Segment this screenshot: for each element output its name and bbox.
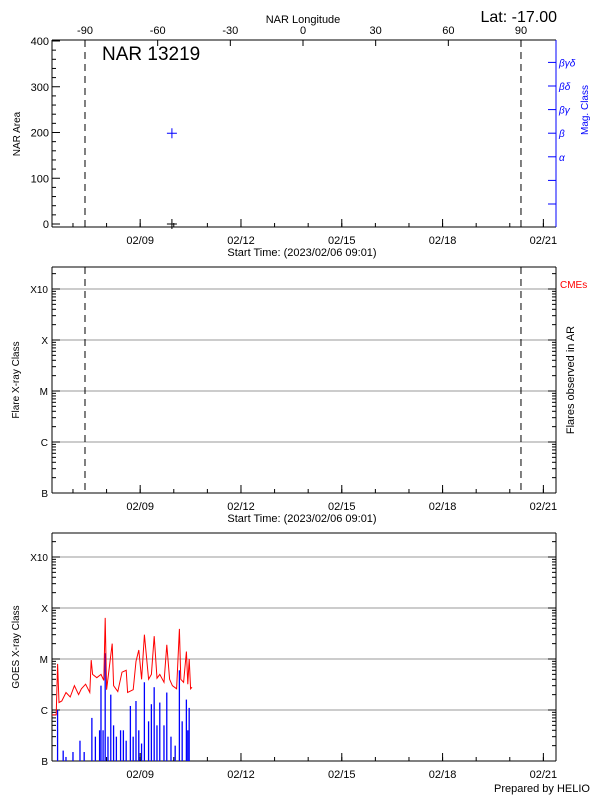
x-axis-title: Start Time: (2023/02/06 09:01) xyxy=(227,513,376,525)
x-tick-label: 02/09 xyxy=(126,235,154,247)
y-tick-label: X xyxy=(41,336,48,347)
goes-long-line xyxy=(52,617,193,716)
y-tick-label: B xyxy=(41,489,48,500)
y-tick-label: 300 xyxy=(31,82,49,94)
top-x-tick-label: -90 xyxy=(77,25,93,37)
footer-credit: Prepared by HELIO xyxy=(494,783,590,795)
y-tick-label: X10 xyxy=(30,285,48,296)
x-tick-label: 02/18 xyxy=(429,501,457,513)
x-tick-label: 02/18 xyxy=(429,235,457,247)
top-x-tick-label: -60 xyxy=(150,25,166,37)
x-tick-label: 02/15 xyxy=(328,769,356,781)
x-tick-label: 02/12 xyxy=(227,501,255,513)
y2-axis-title: Mag. Class xyxy=(580,85,591,135)
area-data-point xyxy=(166,219,177,229)
y-tick-label: 400 xyxy=(31,36,49,48)
y-axis-title: NAR Area xyxy=(12,111,23,156)
mag-class-label: βδ xyxy=(558,82,571,93)
x-tick-label: 02/21 xyxy=(530,769,558,781)
y-tick-label: 200 xyxy=(31,128,49,140)
mag-class-label: α xyxy=(559,153,565,164)
x-tick-label: 02/12 xyxy=(227,769,255,781)
x-tick-label: 02/18 xyxy=(429,769,457,781)
y-tick-label: X xyxy=(41,604,48,615)
y-axis-title: GOES X-ray Class xyxy=(11,605,22,688)
top-x-tick-label: 60 xyxy=(442,25,454,37)
top-x-tick-label: -30 xyxy=(222,25,238,37)
cme-legend-label: CMEs xyxy=(560,280,587,291)
mag-class-label: βγδ xyxy=(558,58,576,69)
y-tick-label: M xyxy=(40,387,48,398)
x-tick-label: 02/21 xyxy=(530,501,558,513)
region-title: NAR 13219 xyxy=(102,44,200,65)
top-x-axis-title: NAR Longitude xyxy=(266,14,341,26)
y-tick-label: C xyxy=(41,706,48,717)
x-axis-title: Start Time: (2023/02/06 09:01) xyxy=(227,247,376,259)
mag-class-label: βγ xyxy=(558,106,571,117)
y-tick-label: B xyxy=(41,757,48,768)
x-tick-label: 02/09 xyxy=(126,769,154,781)
x-tick-label: 02/15 xyxy=(328,235,356,247)
flare-class-panel: B C M X X10 Flare X-ray Class Flares observed … xyxy=(11,266,587,525)
x-tick-label: 02/09 xyxy=(126,501,154,513)
mag-class-label: β xyxy=(558,129,565,140)
y2-axis-title: Flares observed in AR xyxy=(565,326,577,434)
x-tick-label: 02/15 xyxy=(328,501,356,513)
mag-class-data-point xyxy=(166,128,177,139)
x-tick-label: 02/12 xyxy=(227,235,255,247)
nar-area-panel: 0 100 200 300 400 NAR Area -90 -60 -30 0 30 60 90 NAR… xyxy=(12,14,591,259)
y-tick-label: M xyxy=(40,655,48,666)
top-x-tick-label: 30 xyxy=(370,25,382,37)
y-tick-label: 0 xyxy=(43,219,49,231)
y-tick-label: 100 xyxy=(31,173,49,185)
top-x-tick-label: 0 xyxy=(300,25,306,37)
y-tick-label: X10 xyxy=(30,553,48,564)
y-tick-label: C xyxy=(41,438,48,449)
x-tick-label: 02/21 xyxy=(530,235,558,247)
top-x-tick-label: 90 xyxy=(515,25,527,37)
y-axis-title: Flare X-ray Class xyxy=(11,341,22,418)
goes-xray-panel: B C M X X10 GOES X-ray Class 02/09 02/12 02/15 02… xyxy=(11,532,558,781)
latitude-label: Lat: -17.00 xyxy=(481,9,558,26)
